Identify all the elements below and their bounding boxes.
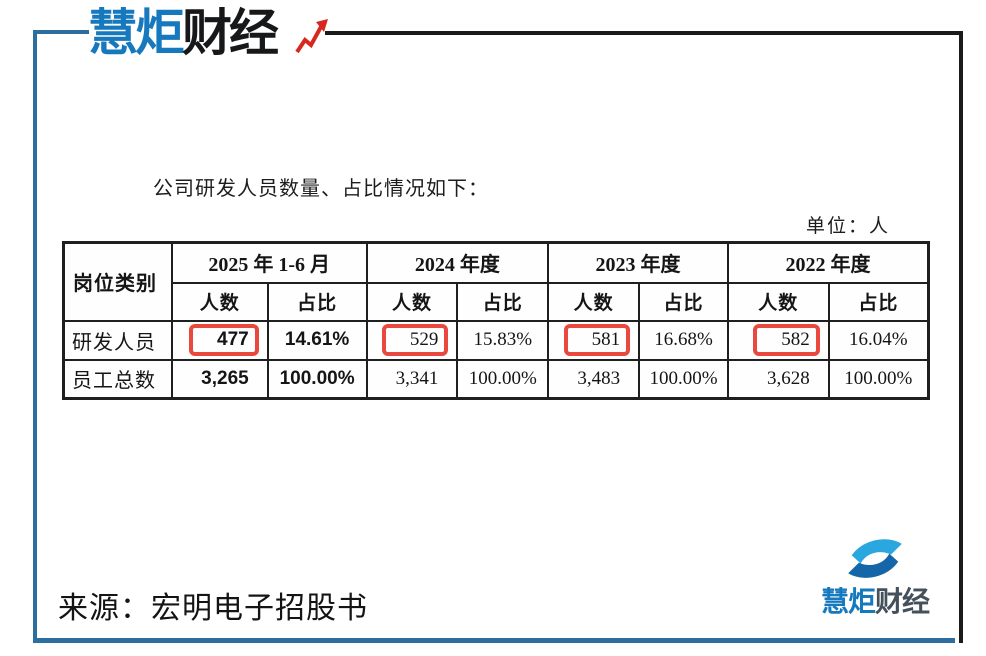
row-label-rd: 研发人员 [62,319,173,361]
frame-bottom-line [33,638,955,643]
subheader-2023-count: 人数 [547,281,641,322]
brand-footer-name-dark: 财经 [875,585,930,618]
highlight-box-581: 581 [563,324,631,356]
brand-logo-footer: 慧炬财经 [800,534,950,616]
brand-name-dark: 财经 [182,4,279,62]
cell-rd-2022-ratio: 16.04% [827,319,930,361]
unit-label: 单位：人 [805,216,890,237]
highlight-box-477: 477 [189,324,259,356]
row-label-total: 员工总数 [62,358,173,400]
table-header-period-row: 岗位类别 2025 年 1-6 月 2024 年度 2023 年度 2022 年… [62,241,930,322]
subheader-2024-count: 人数 [365,281,459,322]
brand-footer-name-blue: 慧炬 [820,585,876,618]
subheader-2023-ratio: 占比 [638,281,729,322]
cell-total-2025-count: 3,265 [170,358,269,400]
table-row-total-staff: 员工总数 3,265 100.00% 3,341 100.00% 3,483 1… [62,358,930,400]
cell-rd-2024-ratio: 15.83% [456,319,550,361]
stock-arrow-icon [295,19,328,54]
cell-rd-2025-ratio: 14.61% [266,319,368,361]
cell-total-2022-ratio: 100.00% [827,358,930,400]
subheader-2024-ratio: 占比 [456,281,550,322]
highlight-box-529: 529 [381,324,449,356]
table-header-sub-row: 人数 占比 人数 占比 人数 占比 人数 占比 [64,281,930,322]
cell-rd-2022-count: 582 [726,319,830,361]
col-header-2023: 2023 年度 [547,241,729,284]
cell-total-2023-ratio: 100.00% [638,358,729,400]
huiju-diamond-logo-icon [848,539,902,578]
rd-staff-table: 岗位类别 2025 年 1-6 月 2024 年度 2023 年度 2022 年… [62,241,930,400]
frame-left-line [33,30,37,642]
col-header-2025: 2025 年 1-6 月 [170,241,368,284]
col-header-2024: 2024 年度 [365,241,550,284]
cell-rd-2025-count: 477 [170,319,269,361]
frame-right-line [959,31,963,643]
col-header-category: 岗位类别 [62,241,173,322]
cell-total-2024-count: 3,341 [365,358,459,400]
source-attribution: 来源：宏明电子招股书 [58,592,368,625]
cell-total-2025-ratio: 100.00% [266,358,368,400]
col-header-2022: 2022 年度 [726,241,930,284]
subheader-2022-ratio: 占比 [827,281,930,322]
subheader-2022-count: 人数 [726,281,830,322]
frame-top-line [325,31,962,35]
cell-rd-2023-count: 581 [547,319,641,361]
subheader-2025-ratio: 占比 [266,281,368,322]
subheader-2025-count: 人数 [170,281,269,322]
cell-rd-2023-ratio: 16.68% [638,319,729,361]
cell-rd-2024-count: 529 [365,319,459,361]
brand-footer-text: 慧炬财经 [800,588,950,616]
highlight-box-582: 582 [753,324,820,356]
table-row-rd-staff: 研发人员 477 14.61% 529 15.83% 581 16.68% 58… [62,319,930,361]
frame-top-left-corner [33,30,89,34]
table-caption: 公司研发人员数量、占比情况如下： [153,178,489,200]
brand-logo-header: 慧炬财经 [88,4,328,62]
brand-name-blue: 慧炬 [88,4,185,62]
cell-total-2022-count: 3,628 [726,358,830,400]
cell-total-2024-ratio: 100.00% [456,358,550,400]
cell-total-2023-count: 3,483 [547,358,641,400]
